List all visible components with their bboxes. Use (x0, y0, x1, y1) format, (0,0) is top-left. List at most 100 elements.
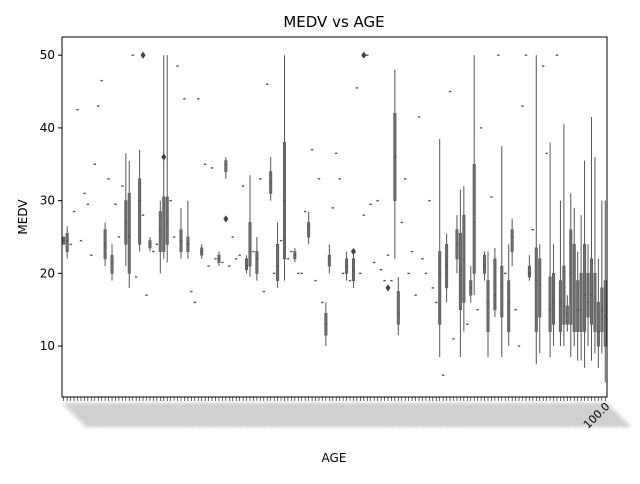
box-body (538, 258, 542, 318)
box-body (548, 276, 552, 332)
x-tick-label-overlap (154, 400, 184, 430)
box-body (248, 222, 252, 267)
x-tick-label-overlap (416, 400, 446, 430)
box-group (293, 247, 297, 263)
box-group (583, 160, 587, 368)
x-tick-label-overlap (461, 400, 491, 430)
x-tick-label-overlap (558, 400, 587, 430)
box-group (455, 215, 459, 274)
x-tick-label-overlap (244, 400, 273, 430)
x-tick-label-overlap (71, 400, 101, 430)
x-tick-label-overlap (427, 400, 456, 430)
x-tick-label-overlap (530, 400, 560, 430)
x-tick-label-overlap (278, 400, 308, 430)
x-tick-label-overlap (213, 400, 242, 430)
x-tick-label-overlap (158, 400, 187, 430)
x-tick-label-overlap (565, 400, 594, 430)
x-tick-label-overlap (402, 400, 432, 430)
x-tick-label-overlap (327, 400, 356, 430)
box-group (472, 55, 476, 296)
x-tick-label-overlap (323, 400, 353, 430)
x-tick-label-overlap (161, 400, 191, 430)
outlier-point (223, 215, 229, 223)
x-tick-label-overlap (537, 400, 567, 430)
box-body (127, 193, 131, 274)
box-group (224, 157, 228, 179)
box-group (500, 146, 504, 357)
box-body (245, 258, 249, 271)
x-tick-label-overlap (316, 400, 346, 430)
box-body (507, 280, 511, 332)
box-group (276, 222, 280, 288)
box-body (110, 254, 114, 274)
x-tick-label-overlap (320, 400, 349, 430)
chart-title: MEDV vs AGE (283, 13, 384, 31)
box-group (110, 244, 114, 281)
box-body (276, 243, 280, 281)
box-group (569, 193, 573, 357)
box-group (255, 237, 259, 281)
box-group (345, 251, 349, 281)
x-tick-label-overlap (109, 400, 139, 430)
x-tick-label-overlap (202, 400, 232, 430)
box-body (593, 273, 597, 332)
x-tick-label-overlap (578, 400, 608, 430)
x-tick-label-overlap (392, 400, 422, 430)
x-tick-label-overlap (347, 400, 377, 430)
box-group (103, 222, 107, 267)
y-tick-label: 30 (40, 194, 55, 208)
x-tick-label-overlap (496, 400, 525, 430)
x-tick-label-overlap (540, 400, 570, 430)
x-tick-label-overlap (206, 400, 235, 430)
x-tick-label-overlap (140, 400, 170, 430)
x-tick-label-overlap (406, 400, 435, 430)
box-group (462, 186, 466, 332)
x-tick-label-overlap (302, 400, 332, 430)
box-group (186, 200, 190, 259)
x-tick-label-overlap (251, 400, 280, 430)
box-group (127, 160, 131, 288)
box-group (510, 218, 514, 267)
x-tick-label-overlap (413, 400, 442, 430)
x-tick-label-overlap (454, 400, 484, 430)
box-group (62, 236, 66, 245)
x-tick-label-overlap (437, 400, 467, 430)
x-tick-label-overlap (509, 400, 539, 430)
box-group (600, 200, 604, 354)
x-tick-label-overlap (171, 400, 201, 430)
x-tick-label-overlap (333, 400, 363, 430)
x-tick-label-overlap (99, 400, 128, 430)
x-tick-label-overlap (106, 400, 135, 430)
box-group (534, 55, 538, 365)
x-tick-label-overlap (82, 400, 111, 430)
x-tick-label-overlap (344, 400, 373, 430)
x-tick-label-overlap (123, 400, 153, 430)
box-body (558, 280, 562, 332)
box-group (538, 244, 542, 354)
box-body (138, 178, 142, 245)
box-body (165, 196, 169, 245)
box-body (562, 265, 566, 325)
x-tick-label-overlap (247, 400, 277, 430)
box-body (493, 258, 497, 311)
x-tick-label-overlap (292, 400, 322, 430)
box-group (589, 117, 593, 361)
x-tick-label-overlap (361, 400, 391, 430)
box-group (124, 153, 128, 267)
x-tick-label-overlap (340, 400, 370, 430)
x-tick-label-overlap (116, 400, 146, 430)
x-tick-label-overlap (89, 400, 118, 430)
box-group (351, 251, 355, 288)
box-group (558, 200, 562, 347)
x-tick-label-overlap (264, 400, 294, 430)
box-group (458, 189, 462, 357)
box-group (572, 207, 576, 347)
x-tick-label-overlap (502, 400, 532, 430)
x-tick-label-overlap (258, 400, 287, 430)
x-tick-label-overlap (368, 400, 398, 430)
x-tick-label-overlap (440, 400, 470, 430)
box-group (158, 200, 162, 274)
x-tick-label-overlap (68, 400, 97, 430)
box-body (224, 160, 228, 172)
x-tick-label-overlap (475, 400, 504, 430)
